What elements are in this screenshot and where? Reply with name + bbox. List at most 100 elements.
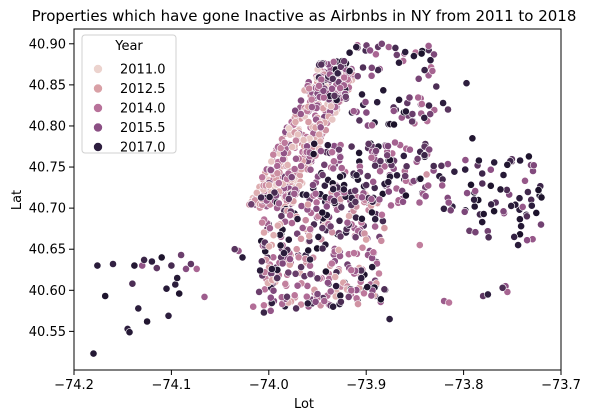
- data-point: [326, 287, 335, 296]
- data-point: [395, 58, 403, 67]
- data-point: [310, 139, 319, 148]
- data-point: [462, 79, 471, 88]
- data-point: [518, 202, 527, 211]
- data-point: [524, 188, 532, 196]
- data-point: [415, 198, 424, 207]
- data-point: [290, 165, 299, 173]
- data-point: [486, 165, 495, 174]
- x-tick-label: −73.7: [541, 378, 581, 393]
- data-point: [299, 136, 308, 144]
- data-point: [369, 177, 378, 186]
- data-point: [484, 233, 493, 242]
- data-point: [362, 181, 371, 189]
- y-tick-label: 40.80: [29, 119, 66, 134]
- data-point: [402, 162, 411, 171]
- data-point: [376, 167, 384, 176]
- data-point: [305, 231, 314, 240]
- data-point: [318, 224, 327, 232]
- data-point: [371, 215, 380, 224]
- data-point: [347, 266, 356, 275]
- y-tick-label: 40.65: [29, 243, 66, 258]
- data-point: [474, 156, 483, 165]
- data-point: [426, 56, 435, 65]
- data-point: [470, 195, 478, 204]
- data-point: [292, 304, 300, 313]
- data-point: [376, 295, 385, 304]
- data-point: [302, 292, 311, 301]
- data-point: [260, 228, 268, 237]
- data-point: [461, 156, 470, 164]
- data-point: [323, 278, 332, 287]
- data-point: [470, 202, 479, 211]
- data-point: [287, 219, 296, 227]
- data-point: [424, 42, 433, 50]
- data-point: [293, 281, 302, 290]
- data-point: [351, 197, 360, 206]
- data-point: [367, 291, 376, 300]
- data-point: [337, 164, 346, 172]
- data-point: [297, 202, 306, 210]
- data-point: [529, 161, 538, 170]
- data-point: [335, 145, 343, 154]
- data-point: [432, 82, 441, 91]
- data-point: [471, 228, 480, 237]
- data-point: [186, 260, 195, 268]
- data-point: [351, 186, 359, 195]
- data-point: [401, 191, 410, 200]
- y-tick-label: 40.85: [29, 78, 66, 93]
- data-point: [354, 300, 362, 308]
- data-point: [460, 207, 469, 216]
- data-point: [291, 118, 300, 126]
- data-point: [318, 171, 327, 179]
- data-point: [355, 148, 363, 157]
- data-point: [514, 241, 522, 249]
- data-point: [369, 248, 378, 257]
- data-point: [408, 117, 416, 126]
- plot-frame: [73, 28, 562, 371]
- data-point: [293, 215, 302, 223]
- data-point: [269, 286, 278, 295]
- y-tick-label: 40.70: [29, 202, 66, 217]
- data-point: [320, 160, 329, 169]
- data-point: [335, 216, 344, 225]
- data-point: [420, 113, 429, 122]
- data-point: [297, 96, 305, 105]
- data-point: [306, 270, 315, 279]
- chart-title: Properties which have gone Inactive as A…: [32, 7, 577, 25]
- data-point: [304, 246, 313, 255]
- data-point: [89, 349, 98, 358]
- data-point: [503, 160, 512, 169]
- data-point: [393, 171, 401, 180]
- data-point: [317, 60, 326, 69]
- data-point: [430, 50, 438, 59]
- data-point: [414, 74, 423, 83]
- data-point: [309, 181, 317, 189]
- data-point: [439, 204, 448, 213]
- data-point: [230, 245, 239, 254]
- data-point: [333, 69, 342, 78]
- data-point: [358, 243, 367, 252]
- data-point: [368, 121, 376, 130]
- y-tick-label: 40.75: [29, 161, 66, 176]
- x-tick-label: −74.1: [151, 378, 191, 393]
- data-point: [339, 185, 348, 194]
- data-point: [486, 181, 495, 190]
- data-point: [316, 123, 325, 132]
- data-point: [444, 198, 453, 207]
- data-point: [367, 208, 376, 217]
- data-point: [292, 154, 300, 163]
- data-point: [273, 274, 282, 282]
- legend-marker: [93, 83, 103, 94]
- data-point: [322, 202, 331, 211]
- data-point: [311, 297, 320, 306]
- data-point: [200, 292, 209, 301]
- data-point: [461, 165, 470, 174]
- data-point: [376, 157, 385, 165]
- data-point: [328, 74, 337, 83]
- data-point: [379, 86, 388, 95]
- data-point: [353, 72, 362, 81]
- data-point: [421, 192, 430, 201]
- data-point: [280, 249, 288, 257]
- data-point: [367, 71, 376, 80]
